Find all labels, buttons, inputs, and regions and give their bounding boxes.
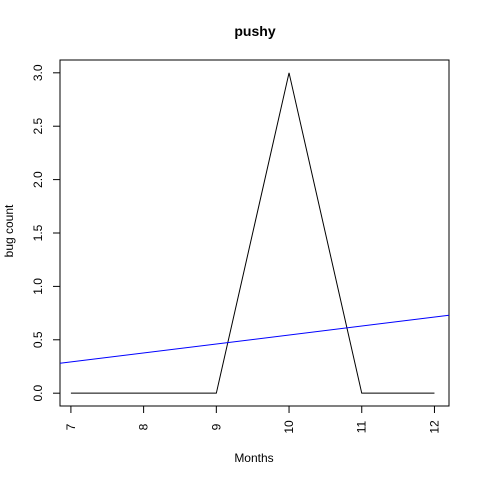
trend-line xyxy=(59,314,450,364)
y-tick-label: 2.0 xyxy=(31,171,45,188)
y-tick-label: 3.0 xyxy=(31,64,45,81)
x-tick-label: 8 xyxy=(137,423,151,430)
plot-box xyxy=(59,59,450,407)
x-tick-label: 7 xyxy=(64,423,78,430)
x-tick-label: 11 xyxy=(355,420,369,433)
y-axis-label: bug count xyxy=(2,204,16,257)
y-tick-label: 1.5 xyxy=(31,224,45,241)
y-tick-label: 0.0 xyxy=(31,385,45,402)
x-tick-label: 9 xyxy=(209,423,223,430)
series-layer xyxy=(59,72,450,394)
x-tick-label: 12 xyxy=(427,420,441,434)
series-line xyxy=(70,72,435,394)
y-axis: 0.0 0.5 1.0 1.5 2.0 2.5 3.0 xyxy=(31,64,61,402)
y-tick-label: 1.0 xyxy=(31,278,45,295)
chart-title: pushy xyxy=(234,23,275,39)
y-tick-label: 0.5 xyxy=(31,331,45,348)
x-axis: 7 8 9 10 11 12 xyxy=(64,405,441,434)
x-tick-label: 10 xyxy=(282,420,296,434)
x-axis-label: Months xyxy=(234,451,273,465)
y-tick-label: 2.5 xyxy=(31,118,45,135)
